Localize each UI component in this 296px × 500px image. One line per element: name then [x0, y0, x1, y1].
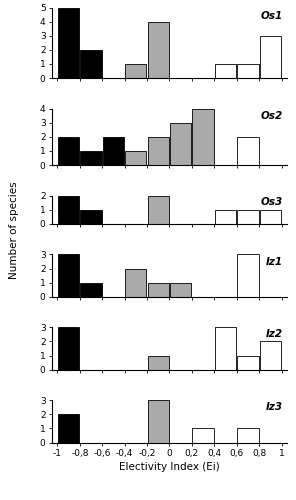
Bar	[148, 400, 169, 442]
Bar	[58, 328, 79, 370]
Bar	[148, 22, 169, 78]
Text: Os3: Os3	[260, 197, 282, 207]
Bar	[148, 282, 169, 296]
Bar	[237, 64, 258, 78]
Text: Iz2: Iz2	[265, 330, 282, 340]
Bar	[81, 210, 102, 224]
Bar	[81, 282, 102, 296]
Text: Iz1: Iz1	[265, 256, 282, 266]
Bar	[148, 196, 169, 224]
Bar	[192, 108, 214, 165]
Text: Os1: Os1	[260, 11, 282, 21]
Bar	[237, 137, 258, 165]
Bar	[103, 137, 124, 165]
Bar	[58, 254, 79, 296]
Bar	[58, 414, 79, 442]
Text: Iz3: Iz3	[265, 402, 282, 412]
Text: Number of species: Number of species	[9, 181, 19, 279]
Bar	[237, 428, 258, 442]
Bar	[170, 282, 191, 296]
Bar	[125, 151, 147, 165]
Bar	[192, 428, 214, 442]
Bar	[58, 137, 79, 165]
Bar	[81, 151, 102, 165]
Bar	[215, 210, 236, 224]
Bar	[260, 36, 281, 78]
Bar	[237, 210, 258, 224]
Bar	[215, 328, 236, 370]
Bar	[148, 356, 169, 370]
Bar	[237, 356, 258, 370]
Bar	[170, 122, 191, 165]
Bar	[58, 196, 79, 224]
Bar	[260, 210, 281, 224]
Bar	[148, 137, 169, 165]
Text: Os2: Os2	[260, 112, 282, 122]
Bar	[125, 268, 147, 296]
Bar	[237, 254, 258, 296]
Bar	[81, 50, 102, 78]
Bar	[58, 8, 79, 78]
X-axis label: Electivity Index (Ei): Electivity Index (Ei)	[119, 462, 220, 472]
Bar	[125, 64, 147, 78]
Bar	[215, 64, 236, 78]
Bar	[260, 342, 281, 369]
